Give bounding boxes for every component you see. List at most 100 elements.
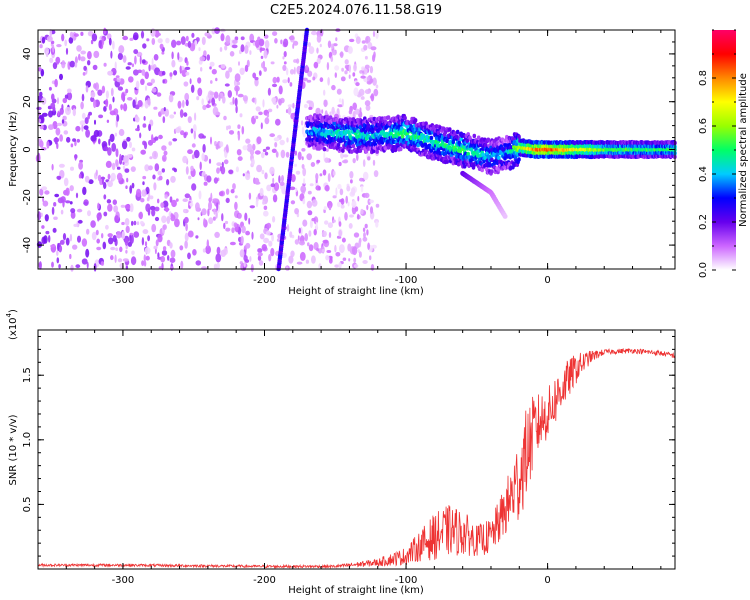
spectrogram-noise-cell	[116, 231, 122, 239]
spectrogram-noise-cell	[307, 190, 312, 195]
spectrogram-noise-cell	[137, 69, 143, 74]
spectrogram-noise-cell	[129, 185, 133, 194]
spectrogram-noise-cell	[302, 198, 306, 205]
spectrogram-noise-cell	[51, 163, 54, 171]
spectrogram-noise-cell	[264, 151, 269, 156]
spectrogram-noise-cell	[231, 44, 238, 49]
spectrogram-noise-cell	[68, 37, 74, 44]
spectrogram-noise-cell	[55, 56, 61, 64]
spectrogram-trace-cell	[445, 138, 450, 144]
spectrogram-trace-cell	[459, 137, 464, 142]
spectrogram-trace-cell	[421, 133, 426, 139]
spectrogram-noise-cell	[108, 237, 114, 245]
spectrogram-noise-cell	[137, 100, 143, 107]
spectrogram-noise-cell	[345, 195, 349, 204]
spectrogram-noise-cell	[224, 45, 228, 51]
spectrogram-noise-cell	[276, 238, 281, 242]
spectrogram-noise-cell	[123, 155, 129, 164]
spectrogram-noise-cell	[109, 110, 116, 116]
spectrogram-noise-cell	[324, 220, 329, 225]
spectrogram-noise-cell	[292, 43, 295, 49]
spectrogram-noise-cell	[107, 70, 113, 76]
spectrogram-noise-cell	[254, 150, 261, 155]
spectrogram-noise-cell	[338, 98, 342, 103]
spectrogram-noise-cell	[101, 85, 106, 94]
spectrogram-noise-cell	[115, 148, 119, 158]
spectrogram-noise-cell	[375, 203, 380, 208]
spectrogram-noise-cell	[328, 205, 332, 211]
spectrogram-noise-cell	[323, 206, 327, 211]
spectrogram-noise-cell	[49, 57, 54, 63]
spectrogram-noise-cell	[135, 80, 140, 90]
spectrogram-noise-cell	[245, 173, 251, 181]
spectrogram-noise-cell	[105, 160, 112, 168]
spectrogram-noise-cell	[278, 98, 282, 106]
spectrogram-noise-cell	[96, 238, 100, 244]
spectrogram-noise-cell	[353, 257, 357, 263]
spectrogram-noise-cell	[124, 218, 130, 226]
spectrogram-noise-cell	[308, 244, 314, 252]
spectrogram-noise-cell	[44, 190, 50, 195]
spectrogram-noise-cell	[131, 147, 136, 152]
spectrogram-noise-cell	[255, 198, 259, 208]
spectrogram-noise-cell	[347, 46, 353, 54]
spectrogram-noise-cell	[140, 198, 145, 203]
spectrogram-trace-cell	[434, 124, 439, 129]
spectrogram-noise-cell	[367, 242, 370, 250]
spectrogram-noise-cell	[81, 124, 84, 132]
spectrogram-noise-cell	[208, 217, 214, 225]
spectrogram-noise-cell	[139, 55, 142, 65]
spectrogram-noise-cell	[272, 76, 278, 84]
spectrogram-noise-cell	[263, 49, 268, 59]
spectrogram-noise-cell	[65, 106, 71, 116]
spectrogram-noise-cell	[340, 76, 346, 82]
spectrogram-noise-cell	[360, 96, 365, 100]
spectrogram-noise-cell	[280, 39, 283, 45]
spectrogram-noise-cell	[114, 215, 119, 223]
spectrogram-noise-cell	[262, 148, 267, 153]
spectrogram-noise-cell	[259, 233, 265, 240]
spectrogram-noise-cell	[197, 87, 203, 97]
spectrogram-noise-cell	[194, 112, 197, 121]
spectrogram-noise-cell	[264, 117, 270, 125]
spectrogram-noise-cell	[324, 184, 330, 192]
spectrogram-noise-cell	[77, 219, 83, 224]
spectrogram-noise-cell	[144, 71, 149, 80]
spectrogram-noise-cell	[287, 104, 293, 108]
spectrogram-noise-cell	[175, 127, 181, 134]
spectrogram-noise-cell	[338, 262, 342, 269]
spectrogram-noise-cell	[39, 44, 43, 49]
spectrogram-noise-cell	[216, 167, 220, 174]
spectrogram-noise-cell	[97, 89, 103, 96]
y-tick-label: -40	[22, 237, 33, 253]
spectrogram-noise-cell	[50, 244, 56, 248]
spectrogram-noise-cell	[169, 72, 173, 77]
spectrogram-noise-cell	[232, 39, 238, 44]
spectrogram-noise-cell	[297, 151, 302, 161]
x-tick-label: -300	[112, 575, 135, 586]
spectrogram-noise-cell	[197, 217, 200, 221]
spectrogram-noise-cell	[105, 224, 109, 230]
spectrogram-noise-cell	[125, 185, 128, 189]
spectrogram-noise-cell	[339, 188, 344, 196]
spectrogram-noise-cell	[117, 258, 123, 263]
spectrogram-noise-cell	[223, 222, 226, 230]
spectrogram-noise-cell	[204, 32, 211, 37]
spectrogram-noise-cell	[201, 171, 206, 177]
spectrogram-noise-cell	[152, 150, 158, 160]
spectrogram-trace-cell	[455, 129, 460, 135]
spectrogram-noise-cell	[41, 97, 47, 105]
spectrogram-noise-cell	[353, 232, 360, 238]
spectrogram-noise-cell	[91, 231, 97, 241]
spectrogram-noise-cell	[296, 261, 303, 265]
spectrogram-noise-cell	[146, 197, 150, 202]
spectrogram-noise-cell	[290, 250, 295, 258]
spectrogram-trace-cell	[438, 151, 443, 156]
spectrogram-noise-cell	[90, 96, 95, 102]
spectrogram-noise-cell	[260, 122, 263, 130]
spectrogram-noise-cell	[326, 250, 332, 253]
spectrogram-noise-cell	[179, 65, 182, 74]
spectrogram-noise-cell	[245, 230, 251, 236]
spectrogram-noise-cell	[142, 181, 145, 186]
spectrogram-noise-cell	[281, 252, 287, 258]
